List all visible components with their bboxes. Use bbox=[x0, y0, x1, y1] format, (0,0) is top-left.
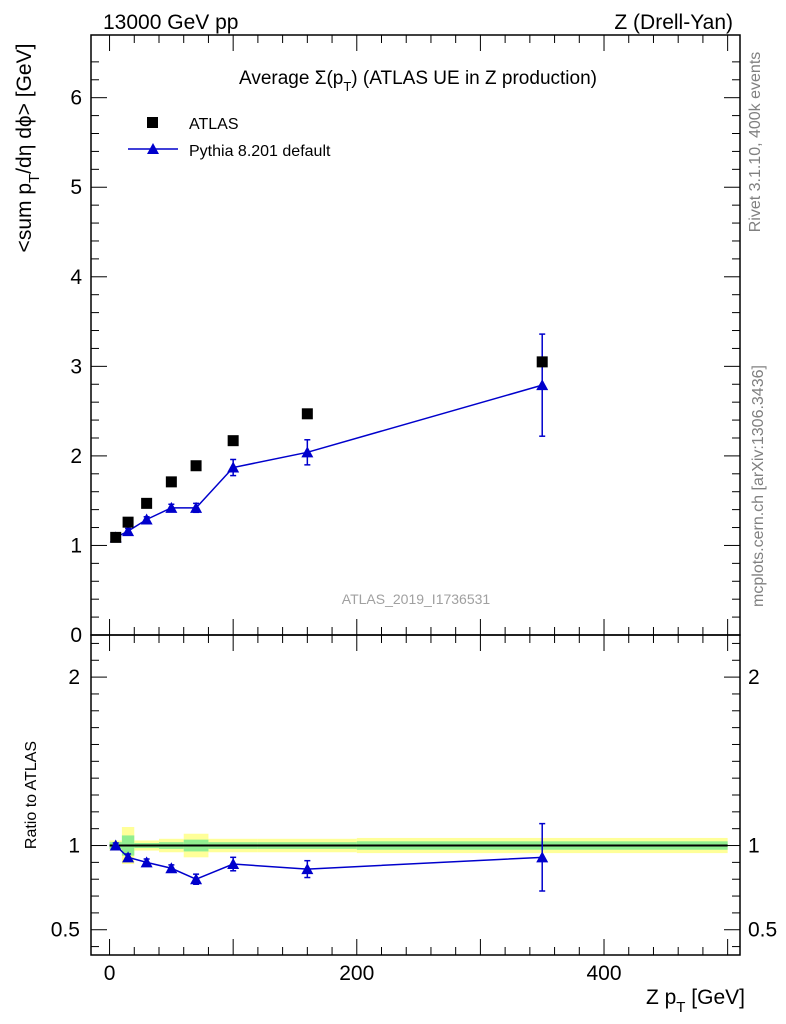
data-point bbox=[301, 408, 313, 420]
mc-point bbox=[122, 525, 135, 537]
y-tick-label: 1 bbox=[68, 835, 80, 858]
data-point bbox=[110, 531, 122, 543]
legend-marker-pythia bbox=[147, 143, 159, 154]
legend-marker-atlas bbox=[147, 117, 158, 128]
ratio-point bbox=[536, 851, 549, 863]
ratio-frame bbox=[90, 634, 741, 956]
header-right: Z (Drell-Yan) bbox=[614, 11, 733, 34]
analysis-watermark: ATLAS_2019_I1736531 bbox=[342, 591, 491, 607]
x-tick-label: 0 bbox=[104, 962, 116, 985]
mc-point bbox=[140, 513, 153, 525]
ratio-y-axis-label: Ratio to ATLAS bbox=[23, 741, 40, 849]
ratio-point bbox=[227, 858, 240, 870]
plot-title: Average Σ(pT) (ATLAS UE in Z production) bbox=[239, 68, 597, 94]
y-tick-label: 0.5 bbox=[51, 919, 80, 942]
rivet-version-label: Rivet 3.1.10, 400k events bbox=[747, 52, 764, 233]
y-tick-label-right: 0.5 bbox=[748, 919, 777, 942]
ratio-point bbox=[190, 873, 203, 885]
mc-point bbox=[227, 461, 240, 473]
mc-point bbox=[190, 501, 203, 513]
ratio-point bbox=[109, 839, 122, 851]
y-tick-label: 6 bbox=[70, 87, 82, 110]
ratio-point bbox=[122, 851, 135, 863]
y-tick-label: 0 bbox=[70, 624, 82, 647]
ratio-point bbox=[301, 863, 314, 875]
y-tick-label: 2 bbox=[70, 445, 82, 468]
header-left: 13000 GeV pp bbox=[103, 11, 238, 34]
main-panel: 0 1 2 3 4 5 6 bbox=[70, 34, 741, 647]
legend-label-atlas: ATLAS bbox=[189, 116, 239, 133]
mcplots-label: mcplots.cern.ch [arXiv:1306.3436] bbox=[750, 365, 767, 607]
data-point bbox=[536, 356, 548, 368]
y-tick-label: 5 bbox=[70, 176, 82, 199]
y-tick-label: 3 bbox=[70, 355, 82, 378]
mc-point bbox=[165, 501, 178, 513]
y-tick-label: 1 bbox=[70, 534, 82, 557]
mc-point bbox=[301, 446, 314, 458]
x-axis-label: Z pT [GeV] bbox=[646, 986, 745, 1016]
ratio-point bbox=[165, 862, 178, 874]
x-tick-label: 400 bbox=[586, 962, 621, 985]
ratio-point bbox=[140, 856, 153, 868]
legend-label-pythia: Pythia 8.201 default bbox=[189, 143, 331, 160]
y-tick-label: 2 bbox=[68, 666, 80, 689]
mc-series-line bbox=[115, 384, 543, 539]
x-tick-label: 200 bbox=[339, 962, 374, 985]
data-point bbox=[190, 460, 202, 472]
mc-point bbox=[536, 379, 549, 391]
data-point bbox=[227, 435, 239, 447]
y-tick-label-right: 2 bbox=[748, 666, 760, 689]
data-point bbox=[165, 476, 177, 488]
legend: ATLAS Pythia 8.201 default bbox=[128, 116, 331, 160]
ratio-panel: 0 200 400 0.5 0.5 1 1 2 2 bbox=[51, 634, 777, 985]
y-tick-label: 4 bbox=[70, 266, 82, 289]
data-point bbox=[122, 516, 134, 528]
data-point bbox=[141, 497, 153, 509]
main-y-axis-label: <sum pT/dη dϕ> [GeV] bbox=[13, 44, 43, 253]
y-tick-label-right: 1 bbox=[748, 835, 760, 858]
